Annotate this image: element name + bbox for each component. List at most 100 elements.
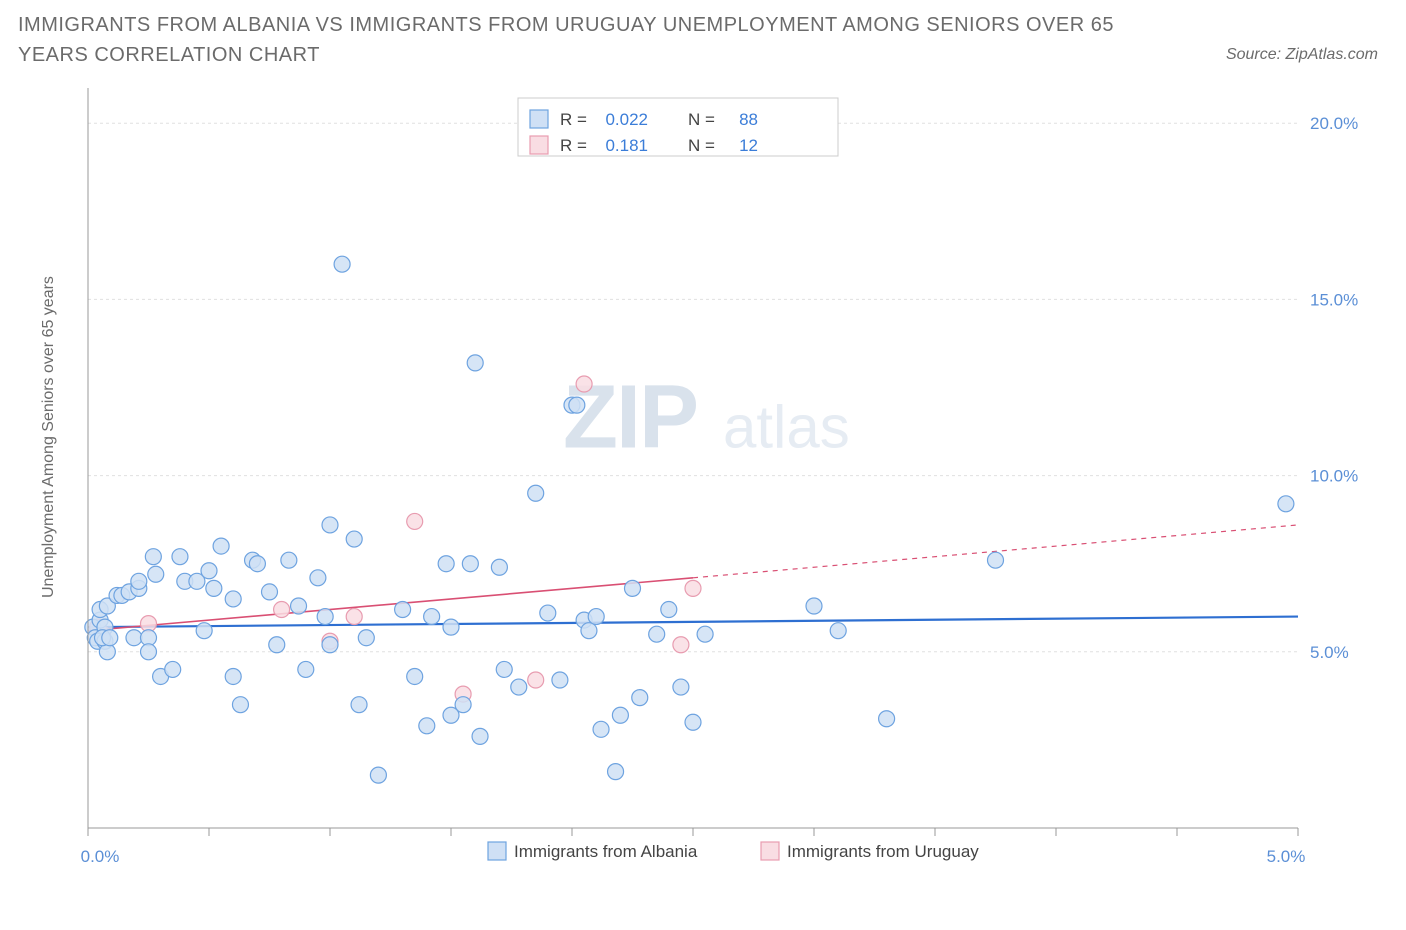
data-point: [274, 602, 290, 618]
legend-swatch: [761, 842, 779, 860]
data-point: [206, 580, 222, 596]
data-point: [455, 697, 471, 713]
data-point: [879, 711, 895, 727]
data-point: [673, 679, 689, 695]
data-point: [462, 556, 478, 572]
data-point: [213, 538, 229, 554]
data-point: [351, 697, 367, 713]
x-tick-label: 5.0%: [1267, 847, 1306, 866]
data-point: [269, 637, 285, 653]
trend-line-dashed: [693, 525, 1298, 578]
data-point: [172, 549, 188, 565]
data-point: [438, 556, 454, 572]
data-point: [491, 559, 507, 575]
data-point: [298, 661, 314, 677]
data-point: [528, 485, 544, 501]
data-point: [201, 563, 217, 579]
data-point: [685, 714, 701, 730]
data-point: [141, 644, 157, 660]
data-point: [673, 637, 689, 653]
x-tick-label: 0.0%: [81, 847, 120, 866]
data-point: [472, 728, 488, 744]
legend-swatch: [530, 110, 548, 128]
data-point: [346, 609, 362, 625]
data-point: [196, 623, 212, 639]
data-point: [988, 552, 1004, 568]
data-point: [467, 355, 483, 371]
data-point: [661, 602, 677, 618]
data-point: [370, 767, 386, 783]
data-point: [322, 637, 338, 653]
data-point: [395, 602, 411, 618]
legend-r-label: R =: [560, 110, 587, 129]
y-tick-label: 20.0%: [1310, 114, 1358, 133]
data-point: [281, 552, 297, 568]
data-point: [102, 630, 118, 646]
legend-n-label: N =: [688, 136, 715, 155]
data-point: [232, 697, 248, 713]
data-point: [310, 570, 326, 586]
svg-text:atlas: atlas: [723, 393, 850, 460]
data-point: [496, 661, 512, 677]
data-point: [419, 718, 435, 734]
data-point: [685, 580, 701, 596]
watermark: ZIPatlas: [563, 367, 850, 467]
data-point: [588, 609, 604, 625]
source-attribution: Source: ZipAtlas.com: [1226, 46, 1388, 70]
data-point: [317, 609, 333, 625]
data-point: [806, 598, 822, 614]
data-point: [334, 256, 350, 272]
legend-n-value: 88: [739, 110, 758, 129]
data-point: [552, 672, 568, 688]
data-point: [424, 609, 440, 625]
legend-series-label: Immigrants from Uruguay: [787, 842, 979, 861]
data-point: [148, 566, 164, 582]
data-point: [262, 584, 278, 600]
title-row: IMMIGRANTS FROM ALBANIA VS IMMIGRANTS FR…: [18, 10, 1388, 70]
data-point: [225, 668, 241, 684]
data-point: [625, 580, 641, 596]
data-point: [612, 707, 628, 723]
data-point: [145, 549, 161, 565]
data-point: [407, 668, 423, 684]
y-axis-label: Unemployment Among Seniors over 65 years: [40, 276, 57, 598]
legend-swatch: [488, 842, 506, 860]
y-tick-label: 15.0%: [1310, 290, 1358, 309]
data-point: [697, 626, 713, 642]
data-point: [528, 672, 544, 688]
legend-swatch: [530, 136, 548, 154]
data-point: [608, 764, 624, 780]
data-point: [249, 556, 265, 572]
data-point: [511, 679, 527, 695]
legend-r-value: 0.022: [605, 110, 648, 129]
y-tick-label: 5.0%: [1310, 643, 1349, 662]
y-tick-label: 10.0%: [1310, 467, 1358, 486]
data-point: [322, 517, 338, 533]
data-point: [576, 376, 592, 392]
data-point: [593, 721, 609, 737]
chart-area: ZIPatlas 0.0% 5.0% 5.0% 10.0% 15.0% 20.0% Unemp…: [18, 78, 1388, 878]
data-point: [830, 623, 846, 639]
data-point: [649, 626, 665, 642]
data-point: [1278, 496, 1294, 512]
data-point: [165, 661, 181, 677]
data-point: [358, 630, 374, 646]
legend-n-value: 12: [739, 136, 758, 155]
data-point: [225, 591, 241, 607]
data-point: [291, 598, 307, 614]
legend-n-label: N =: [688, 110, 715, 129]
data-point: [346, 531, 362, 547]
data-point: [540, 605, 556, 621]
legend-r-label: R =: [560, 136, 587, 155]
data-point: [569, 397, 585, 413]
data-point: [131, 573, 147, 589]
scatter-chart-svg: ZIPatlas 0.0% 5.0% 5.0% 10.0% 15.0% 20.0% Unemp…: [18, 78, 1358, 878]
data-point: [581, 623, 597, 639]
chart-title: IMMIGRANTS FROM ALBANIA VS IMMIGRANTS FR…: [18, 10, 1168, 70]
data-point: [443, 619, 459, 635]
legend-series-label: Immigrants from Albania: [514, 842, 698, 861]
data-point: [126, 630, 142, 646]
trend-line: [88, 617, 1298, 628]
data-point: [632, 690, 648, 706]
chart-container: IMMIGRANTS FROM ALBANIA VS IMMIGRANTS FR…: [0, 0, 1406, 930]
